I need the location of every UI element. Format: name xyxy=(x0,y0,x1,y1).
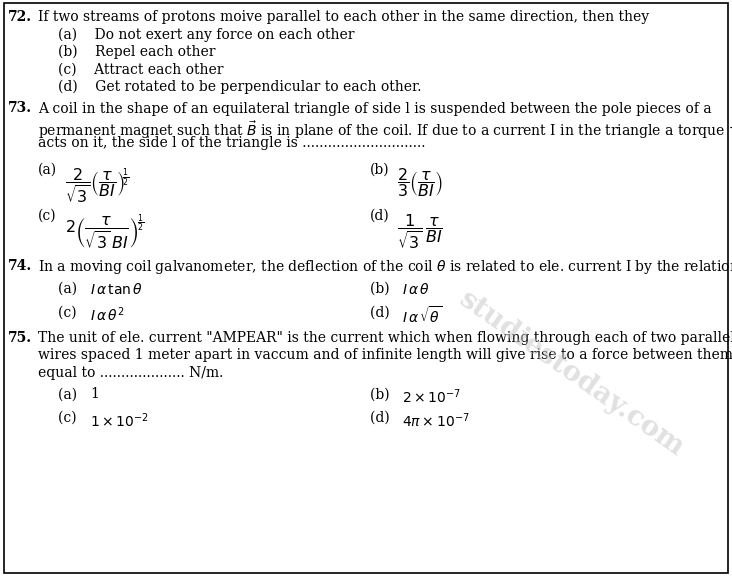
Text: $\dfrac{2}{3}\left(\dfrac{\tau}{BI}\right)$: $\dfrac{2}{3}\left(\dfrac{\tau}{BI}\righ… xyxy=(397,166,443,199)
Text: (a): (a) xyxy=(58,282,90,296)
Text: (b): (b) xyxy=(370,282,403,296)
Text: (a)    Do not exert any force on each other: (a) Do not exert any force on each other xyxy=(58,28,354,42)
Text: (d)    Get rotated to be perpendicular to each other.: (d) Get rotated to be perpendicular to e… xyxy=(58,80,422,94)
Text: 75.: 75. xyxy=(8,331,32,345)
Text: (a): (a) xyxy=(58,388,90,401)
Text: $\dfrac{2}{\sqrt{3}}\left(\dfrac{\tau}{BI}\right)^{\!\frac{1}{2}}$: $\dfrac{2}{\sqrt{3}}\left(\dfrac{\tau}{B… xyxy=(65,166,130,206)
Text: acts on it, the side l of the triangle is .............................: acts on it, the side l of the triangle i… xyxy=(38,137,425,150)
Text: (c): (c) xyxy=(38,209,56,222)
Text: $4\pi\times10^{-7}$: $4\pi\times10^{-7}$ xyxy=(402,411,469,430)
Text: $1\times10^{-2}$: $1\times10^{-2}$ xyxy=(90,411,149,430)
Text: (b)    Repel each other: (b) Repel each other xyxy=(58,45,215,59)
Text: 1: 1 xyxy=(90,388,99,401)
Text: (a): (a) xyxy=(38,162,57,176)
Text: equal to .................... N/m.: equal to .................... N/m. xyxy=(38,366,223,380)
Text: 74.: 74. xyxy=(8,259,32,272)
Text: (c): (c) xyxy=(58,411,90,425)
Text: $I\,\alpha\,\tan\theta$: $I\,\alpha\,\tan\theta$ xyxy=(90,282,143,297)
Text: The unit of ele. current "AMPEAR" is the current which when flowing through each: The unit of ele. current "AMPEAR" is the… xyxy=(38,331,732,345)
Text: A coil in the shape of an equilateral triangle of side l is suspended between th: A coil in the shape of an equilateral tr… xyxy=(38,101,712,116)
Text: (c)    Attract each other: (c) Attract each other xyxy=(58,63,223,77)
Text: $2\times10^{-7}$: $2\times10^{-7}$ xyxy=(402,388,461,406)
Text: (d): (d) xyxy=(370,305,403,320)
Text: $I\,\alpha\,\sqrt{\theta}$: $I\,\alpha\,\sqrt{\theta}$ xyxy=(402,305,442,327)
Text: 72.: 72. xyxy=(8,10,32,24)
Text: $2\left(\dfrac{\tau}{\sqrt{3}\,BI}\right)^{\!\frac{1}{2}}$: $2\left(\dfrac{\tau}{\sqrt{3}\,BI}\right… xyxy=(65,213,144,252)
Text: (c): (c) xyxy=(58,305,90,320)
Text: (d): (d) xyxy=(370,209,389,222)
Text: permanent magnet such that $\vec{B}$ is in plane of the coil. If due to a curren: permanent magnet such that $\vec{B}$ is … xyxy=(38,119,732,141)
Text: $\dfrac{1}{\sqrt{3}}\,\dfrac{\tau}{BI}$: $\dfrac{1}{\sqrt{3}}\,\dfrac{\tau}{BI}$ xyxy=(397,213,443,252)
Text: $I\,\alpha\,\theta$: $I\,\alpha\,\theta$ xyxy=(402,282,430,297)
Text: (b): (b) xyxy=(370,162,389,176)
Text: In a moving coil galvanometer, the deflection of the coil $\theta$ is related to: In a moving coil galvanometer, the defle… xyxy=(38,259,732,276)
Text: If two streams of protons moive parallel to each other in the same direction, th: If two streams of protons moive parallel… xyxy=(38,10,649,24)
Text: (b): (b) xyxy=(370,388,403,401)
Text: $I\,\alpha\,\theta^2$: $I\,\alpha\,\theta^2$ xyxy=(90,305,124,324)
Text: 73.: 73. xyxy=(8,101,32,116)
Text: wires spaced 1 meter apart in vaccum and of infinite length will give rise to a : wires spaced 1 meter apart in vaccum and… xyxy=(38,348,732,362)
Text: studiestoday.com: studiestoday.com xyxy=(453,286,689,463)
Text: (d): (d) xyxy=(370,411,403,425)
